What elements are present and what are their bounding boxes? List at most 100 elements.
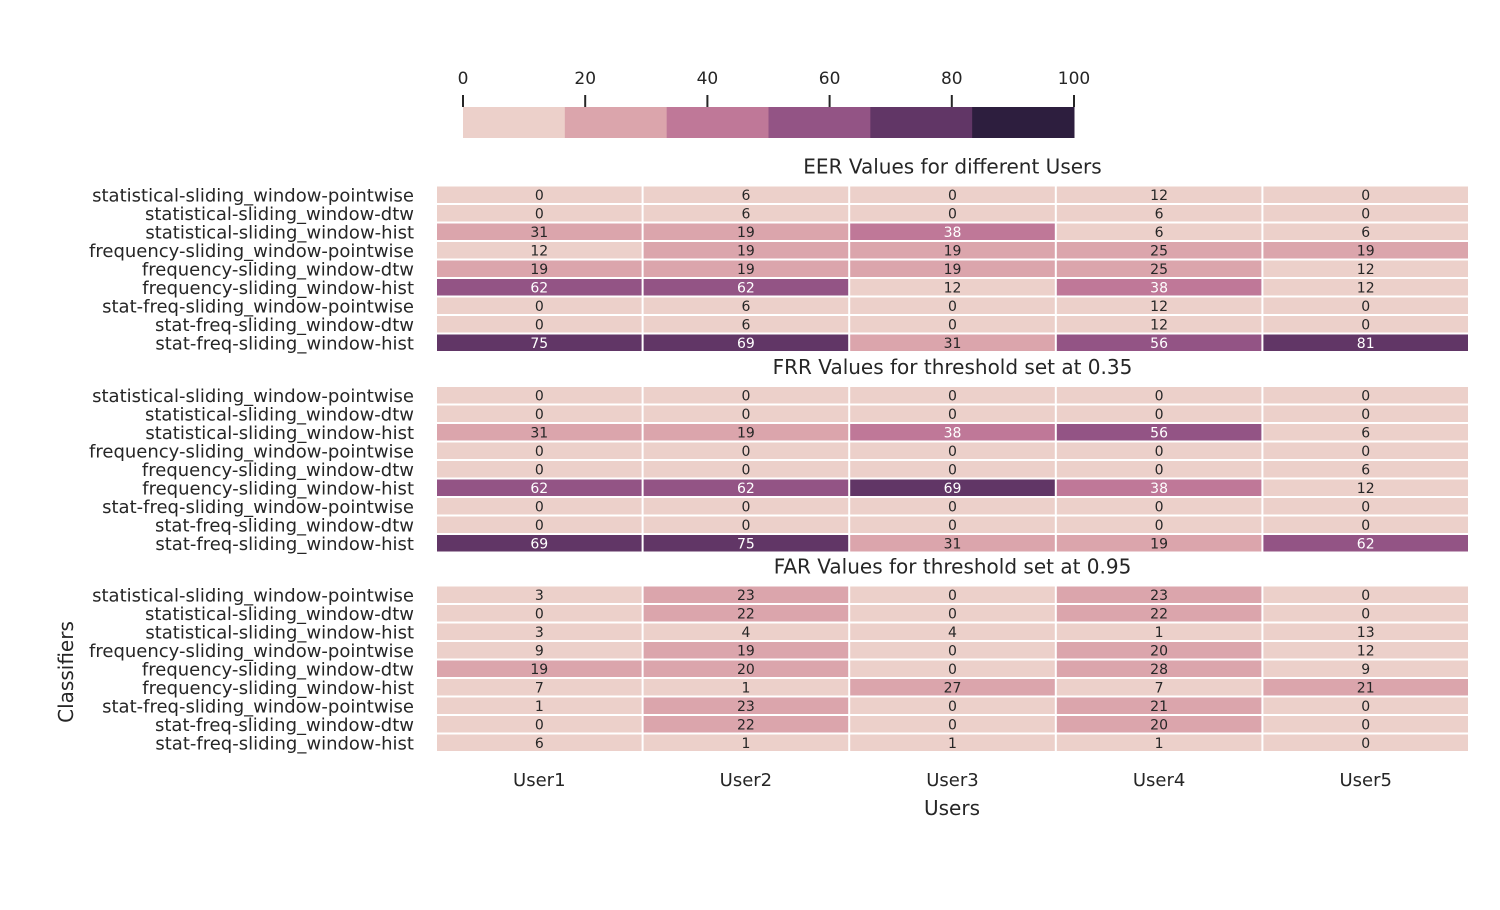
y-tick-label: stat-freq-sliding_window-hist [155,534,414,555]
y-tick-label: stat-freq-sliding_window-pointwise [102,497,414,518]
cell-value-label: 75 [737,536,755,552]
heatmap-cell [1263,586,1468,603]
y-tick-label: statistical-sliding_window-dtw [145,404,414,425]
y-tick-label: frequency-sliding_window-pointwise [89,441,414,462]
heatmap-cell [643,424,849,441]
heatmap-cell [643,516,849,533]
cell-value-label: 0 [948,606,957,622]
heatmap-cell [643,316,849,333]
cell-value-label: 9 [1361,662,1370,678]
heatmap-cell [1263,642,1468,659]
y-tick-label: statistical-sliding_window-hist [145,222,414,243]
heatmap-cell [1263,242,1468,259]
cell-value-label: 1 [535,699,544,715]
heatmap-panels: EER Values for different Users statistica… [89,155,1468,754]
heatmap-cell [437,479,642,496]
y-tick-label: stat-freq-sliding_window-dtw [155,515,414,536]
colorbar-segment [564,107,668,138]
heatmap-cell [850,623,1055,640]
heatmap-cell [1263,316,1468,333]
y-tick-label: frequency-sliding_window-hist [142,278,414,299]
y-tick-label: stat-freq-sliding_window-dtw [155,715,414,736]
cell-value-label: 0 [741,499,750,515]
heatmap-cell [437,205,642,222]
heatmap-cell [1056,387,1262,404]
cell-value-label: 6 [1155,206,1164,222]
cell-value-label: 22 [1150,606,1168,622]
cell-value-label: 0 [948,699,957,715]
cell-value-label: 56 [1150,336,1168,352]
heatmap-cell [850,479,1055,496]
x-tick-label: User1 [513,770,565,791]
heatmap-cell [850,586,1055,603]
cell-value-label: 0 [948,388,957,404]
heatmap-cell [437,316,642,333]
heatmap-cell [1056,679,1262,696]
cell-value-label: 0 [535,518,544,534]
heatmap-cell [437,260,642,277]
cell-value-label: 1 [1155,625,1164,641]
heatmap-cell [643,716,849,733]
cell-value-label: 0 [948,518,957,534]
cell-value-label: 69 [944,481,962,497]
cell-value-label: 19 [1150,536,1168,552]
cell-value-label: 0 [535,499,544,515]
cell-value-label: 0 [1155,462,1164,478]
heatmap-cell [437,186,642,203]
heatmap-cell [1056,461,1262,478]
heatmap-panel: EER Values for different Users statistica… [89,155,1468,354]
cell-value-label: 0 [948,188,957,204]
cell-value-label: 12 [1357,262,1375,278]
panel-title: FRR Values for threshold set at 0.35 [773,355,1133,379]
panel-title: FAR Values for threshold set at 0.95 [774,555,1132,579]
heatmap-cell [850,223,1055,240]
colorbar-tick-label: 20 [574,69,596,89]
heatmap-cell [437,642,642,659]
cell-value-label: 0 [948,662,957,678]
heatmap-cell [1263,442,1468,459]
x-tick-label: User3 [926,770,978,791]
cell-value-label: 12 [1357,643,1375,659]
cell-value-label: 31 [944,336,962,352]
cell-value-label: 12 [530,243,548,259]
colorbar-segment [870,107,973,138]
y-tick-label: stat-freq-sliding_window-hist [155,733,414,754]
heatmap-cell [437,660,642,677]
heatmap-cell [1056,186,1262,203]
heatmap-cell [643,242,849,259]
cell-value-label: 0 [948,206,957,222]
cell-value-label: 23 [737,588,755,604]
heatmap-cell [1263,260,1468,277]
cell-value-label: 0 [535,317,544,333]
y-tick-label: statistical-sliding_window-dtw [145,604,414,625]
cell-value-label: 62 [1357,536,1375,552]
cell-value-label: 0 [1361,407,1370,423]
heatmap-cell [850,387,1055,404]
cell-value-label: 6 [1361,462,1370,478]
cell-value-label: 6 [1155,225,1164,241]
x-tick-label: User5 [1339,770,1391,791]
heatmap-cell [1056,586,1262,603]
heatmap-cell [1056,535,1262,552]
cell-value-label: 0 [1155,518,1164,534]
colorbar: 0 20 40 60 80 100 [458,69,1090,138]
x-axis-label: Users [924,796,980,820]
heatmap-cell [643,734,849,751]
heatmap-cell [1056,279,1262,296]
y-tick-label: statistical-sliding_window-pointwise [92,386,414,407]
cell-value-label: 9 [535,643,544,659]
heatmap-cell [437,334,642,351]
cell-value-label: 19 [944,262,962,278]
colorbar-segment [972,107,1075,138]
heatmap-cell [437,405,642,422]
cell-value-label: 0 [1155,499,1164,515]
y-axis-label: Classifiers [54,621,78,723]
cell-value-label: 69 [530,536,548,552]
cell-value-label: 20 [1150,643,1168,659]
heatmap-cell [1056,479,1262,496]
cell-value-label: 12 [944,280,962,296]
x-tick-label: User2 [720,770,772,791]
heatmap-cell [1056,260,1262,277]
cell-value-label: 6 [741,188,750,204]
